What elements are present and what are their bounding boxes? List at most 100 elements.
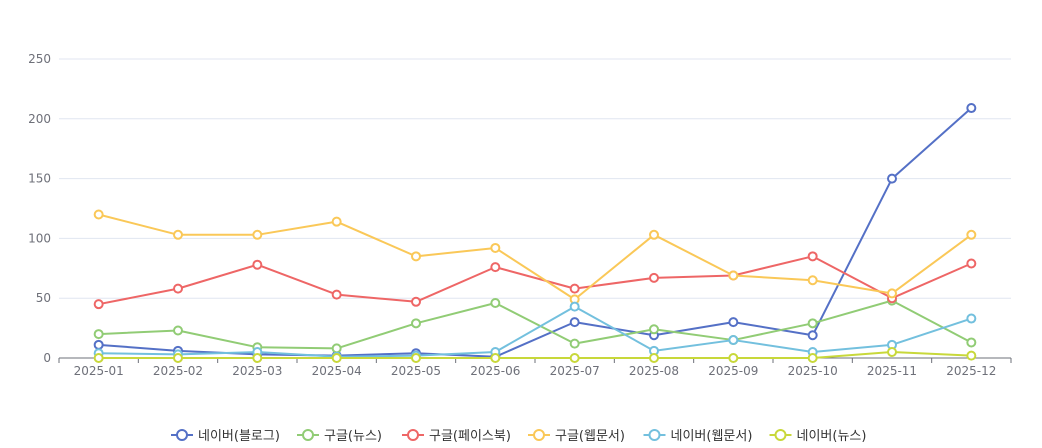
- series-4: [93, 301, 977, 362]
- x-axis: 2025-01 2025-02 2025-03 2025-04 2025-05 2025-…: [58, 357, 1012, 378]
- data-point: [331, 343, 342, 354]
- data-point: [93, 329, 104, 340]
- x-tick-label: 2025-10: [788, 364, 838, 378]
- series-line: [98, 107, 972, 358]
- data-point: [252, 229, 263, 240]
- data-point: [331, 289, 342, 300]
- legend[interactable]: 네이버(블로그) 구글(뉴스) 구글(페이스북) 구글(웹문서) 네이버(웹문서) 네이버…: [171, 429, 866, 444]
- legend-label: 구글(뉴스): [324, 429, 382, 444]
- data-point: [966, 229, 977, 240]
- series-line: [98, 299, 972, 350]
- data-point: [728, 317, 739, 328]
- data-point: [728, 270, 739, 281]
- data-point: [966, 337, 977, 348]
- legend-item[interactable]: 구글(뉴스): [297, 429, 382, 444]
- data-point: [252, 259, 263, 270]
- x-tick-label: 2025-05: [391, 364, 441, 378]
- data-point: [411, 296, 421, 307]
- data-point: [728, 353, 739, 363]
- data-point: [173, 229, 183, 240]
- data-point: [649, 324, 659, 335]
- data-point: [807, 275, 818, 286]
- y-tick-label: 0: [43, 351, 51, 365]
- series-line: [98, 213, 972, 301]
- data-point: [490, 262, 501, 273]
- legend-marker-icon: [407, 429, 419, 441]
- legend-label: 구글(웹문서): [555, 429, 625, 444]
- legend-item[interactable]: 구글(웹문서): [528, 429, 625, 444]
- x-tick-label: 2025-12: [946, 364, 996, 378]
- data-point: [966, 313, 977, 324]
- series-line: [98, 255, 972, 306]
- data-point: [887, 288, 897, 299]
- data-point: [490, 297, 501, 308]
- data-point: [173, 325, 183, 336]
- data-point: [331, 216, 342, 227]
- data-point: [93, 353, 104, 363]
- data-point: [807, 353, 818, 363]
- data-point: [569, 301, 580, 312]
- data-point: [649, 272, 659, 283]
- y-tick-label: 200: [28, 112, 51, 126]
- data-point: [807, 318, 818, 329]
- data-point: [93, 339, 104, 350]
- grid-lines: [59, 58, 1011, 299]
- series-5: [93, 347, 977, 363]
- legend-marker-icon: [302, 429, 314, 441]
- y-axis-labels: 0 50 100 150 200 250: [28, 52, 51, 365]
- data-point: [728, 335, 739, 346]
- data-point: [966, 103, 977, 114]
- x-tick-label: 2025-03: [232, 364, 282, 378]
- data-point: [490, 353, 501, 363]
- legend-item[interactable]: 네이버(블로그): [171, 429, 280, 444]
- legend-label: 네이버(블로그): [198, 429, 280, 444]
- legend-label: 네이버(뉴스): [797, 429, 867, 444]
- legend-item[interactable]: 네이버(웹문서): [643, 429, 753, 444]
- data-point: [569, 317, 580, 328]
- data-point: [887, 347, 897, 358]
- y-tick-label: 150: [28, 172, 51, 186]
- legend-marker-icon: [533, 429, 545, 441]
- data-point: [411, 251, 421, 262]
- x-tick-label: 2025-11: [867, 364, 917, 378]
- data-point: [93, 299, 104, 310]
- x-tick-label: 2025-02: [153, 364, 203, 378]
- y-tick-label: 50: [36, 291, 51, 305]
- series-3: [93, 209, 977, 305]
- series-line: [98, 305, 972, 358]
- x-tick-label: 2025-09: [708, 364, 758, 378]
- data-point: [966, 258, 977, 269]
- data-point: [93, 209, 104, 220]
- data-point: [807, 251, 818, 262]
- data-point: [966, 350, 977, 361]
- data-point: [252, 353, 263, 363]
- legend-item[interactable]: 네이버(뉴스): [769, 429, 867, 444]
- data-point: [173, 353, 183, 363]
- data-point: [331, 353, 342, 363]
- data-point: [411, 318, 421, 329]
- series-2: [93, 251, 977, 310]
- series-lines: [93, 103, 977, 363]
- x-tick-label: 2025-07: [550, 364, 600, 378]
- data-point: [649, 229, 659, 240]
- legend-marker-icon: [176, 429, 188, 441]
- data-point: [173, 283, 183, 294]
- x-tick-label: 2025-08: [629, 364, 679, 378]
- x-tick-label: 2025-04: [312, 364, 362, 378]
- data-point: [569, 353, 580, 363]
- data-point: [569, 283, 580, 294]
- legend-marker-icon: [648, 429, 661, 441]
- data-point: [649, 353, 659, 363]
- data-point: [807, 330, 818, 341]
- data-point: [569, 338, 580, 349]
- legend-item[interactable]: 구글(페이스북): [402, 429, 511, 444]
- legend-label: 구글(페이스북): [429, 429, 511, 444]
- data-point: [887, 173, 897, 184]
- data-point: [411, 353, 421, 363]
- legend-label: 네이버(웹문서): [671, 429, 753, 444]
- y-tick-label: 250: [28, 52, 51, 66]
- data-point: [490, 242, 501, 253]
- series-1: [93, 295, 977, 354]
